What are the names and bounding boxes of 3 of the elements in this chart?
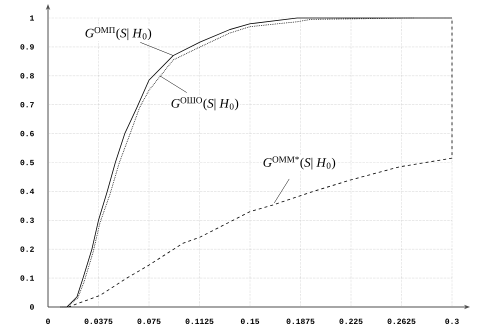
- annotation: G$^{ОММ*}$(S| H$_{0}$): [263, 156, 336, 170]
- annotation: G$^{ОМП}$(S| H$_{0}$): [86, 27, 152, 40]
- annotation: G$^{ОШО}$(S| H$_{0}$): [172, 97, 238, 110]
